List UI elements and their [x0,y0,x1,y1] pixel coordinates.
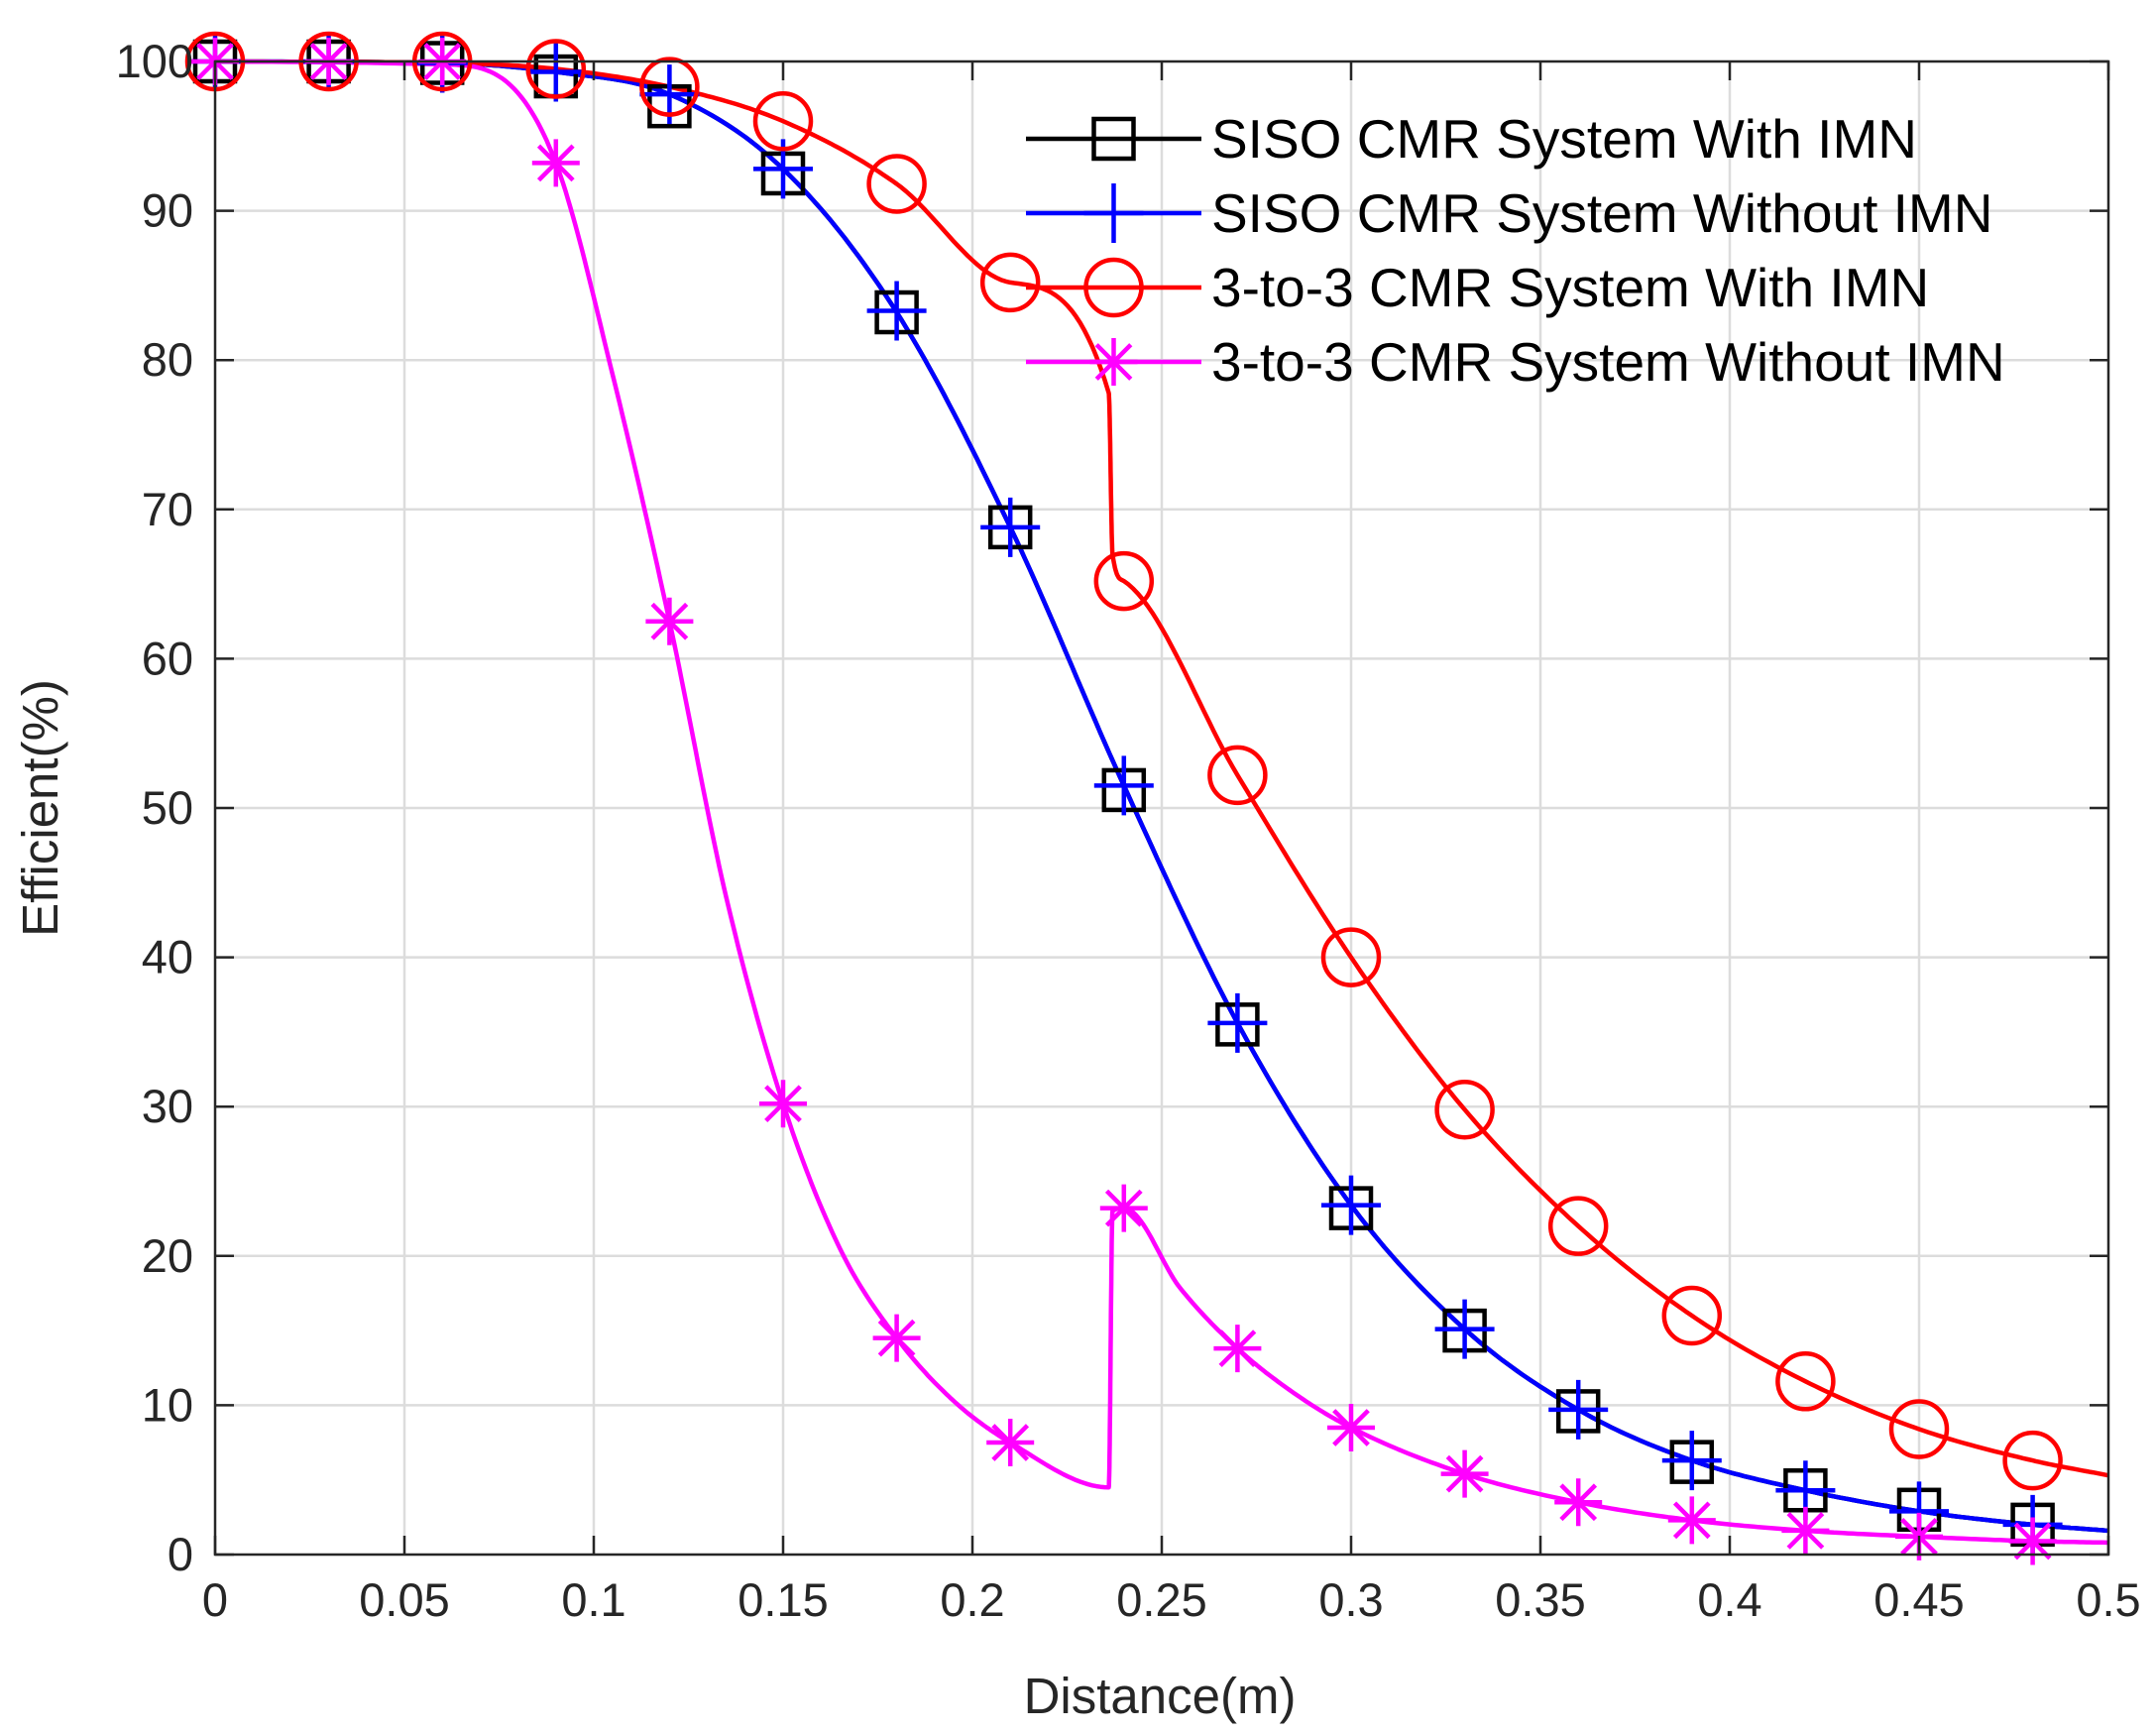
y-tick-label: 50 [142,781,193,834]
series-3-marker [1888,1399,1950,1459]
series-3-marker [1547,1196,1609,1256]
series-3-marker [2002,1430,2063,1491]
series-2-marker [980,497,1041,557]
x-tick-label: 0 [202,1573,228,1626]
y-tick-label: 90 [142,184,193,237]
legend-label: 3-to-3 CMR System Without IMN [1211,331,2005,393]
series-3-marker [866,154,927,214]
y-tick-label: 20 [142,1229,193,1282]
x-tick-label: 0.3 [1318,1573,1383,1626]
series-2-marker [866,281,927,341]
x-tick-label: 0.4 [1697,1573,1761,1626]
series-4-marker [1667,1496,1716,1545]
series-3-marker [1093,550,1155,612]
legend-marker [1083,257,1144,318]
series-4-marker [1554,1478,1603,1527]
series-4-marker [531,139,580,187]
series-4-marker [1213,1325,1262,1373]
y-tick-label: 40 [142,931,193,983]
y-tick-label: 100 [116,35,193,87]
series-3-marker [639,57,700,117]
series-line-4 [215,58,2109,1546]
y-tick-label: 60 [142,632,193,684]
series-2-marker [1548,1379,1609,1440]
x-tick-labels: 0 0.05 0.1 0.15 0.2 0.25 0.3 0.35 0.4 0.45 0.5 [202,1573,2141,1626]
series-3-marker [1661,1285,1723,1346]
y-tick-labels: 0 10 20 30 40 50 60 70 80 90 100 [116,35,193,1580]
x-tick-label: 0.45 [1873,1573,1964,1626]
series-4-marker [645,597,694,645]
series-markers [184,31,2063,1565]
series-4-marker [1099,1184,1148,1232]
y-tick-label: 70 [142,483,193,535]
series-4-marker [1327,1403,1375,1451]
x-tick-label: 0.35 [1495,1573,1585,1626]
legend: SISO CMR System With IMN SISO CMR System … [1026,108,2005,393]
x-tick-label: 0.25 [1116,1573,1206,1626]
series-2-marker [1207,992,1268,1053]
x-tick-label: 0.1 [561,1573,625,1626]
legend-label: SISO CMR System Without IMN [1211,182,1992,244]
series-3-marker [979,252,1041,313]
y-tick-label: 30 [142,1080,193,1132]
series-3-marker [1207,745,1268,806]
y-tick-label: 10 [142,1378,193,1431]
y-tick-label: 80 [142,333,193,386]
series-2-marker [1661,1431,1722,1491]
x-tick-label: 0.2 [940,1573,1004,1626]
series-3-marker [752,90,814,152]
series-4-marker [872,1314,921,1362]
series-3-marker [525,39,587,99]
x-tick-label: 0.15 [738,1573,828,1626]
series-4-marker [759,1080,807,1128]
series-3-marker [1320,927,1382,987]
series-4-marker [986,1419,1035,1467]
series-2-marker [525,42,586,102]
legend-label: 3-to-3 CMR System With IMN [1211,257,1929,318]
legend-label: SISO CMR System With IMN [1211,108,1917,170]
series-3-marker [1775,1351,1836,1412]
series-4-marker [1440,1449,1489,1498]
legend-marker [1083,183,1144,243]
legend-marker [1089,338,1138,386]
series-3-marker [1434,1079,1495,1140]
series-4-marker [2008,1517,2057,1565]
x-axis-label: Distance(m) [1024,1668,1297,1724]
x-tick-label: 0.5 [2076,1573,2140,1626]
y-axis-label: Efficient(%) [12,679,68,937]
legend-marker [1091,116,1136,162]
axis-ticks [213,59,2110,1557]
y-tick-label: 0 [168,1528,193,1580]
series-2-marker [1093,755,1154,816]
x-tick-label: 0.05 [359,1573,449,1626]
series-2-marker [1434,1299,1495,1359]
series-2-marker [1321,1175,1381,1235]
series-4-marker [1781,1506,1830,1555]
